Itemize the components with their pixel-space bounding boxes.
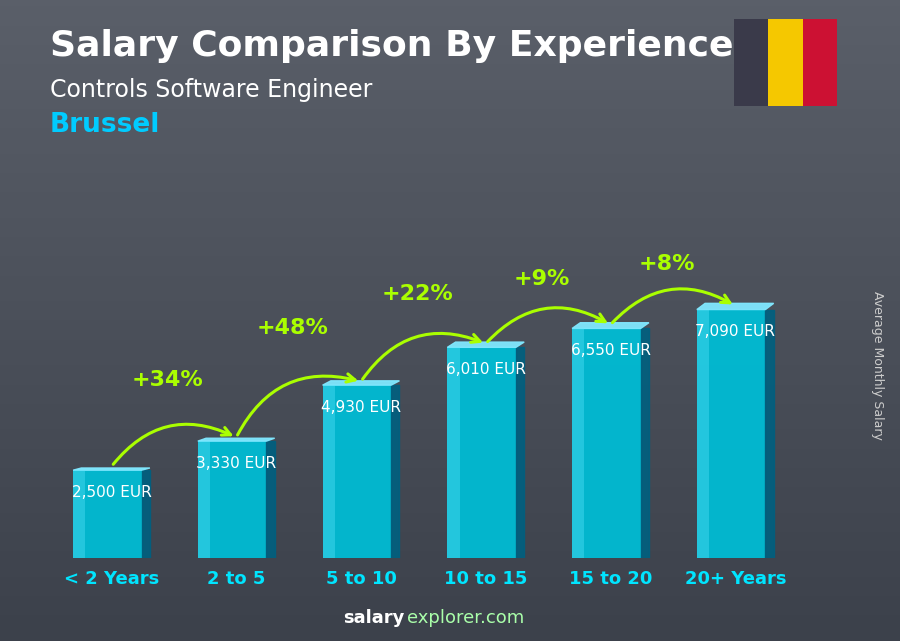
- Polygon shape: [73, 468, 150, 470]
- Polygon shape: [266, 441, 274, 558]
- Bar: [803, 19, 837, 106]
- Bar: [572, 328, 641, 558]
- Polygon shape: [322, 381, 400, 385]
- Polygon shape: [516, 347, 524, 558]
- Bar: [447, 347, 516, 558]
- Polygon shape: [392, 385, 400, 558]
- Text: 3,330 EUR: 3,330 EUR: [196, 456, 276, 471]
- Polygon shape: [697, 303, 774, 310]
- Text: Average Monthly Salary: Average Monthly Salary: [871, 291, 884, 440]
- Polygon shape: [641, 328, 649, 558]
- Text: < 2 Years: < 2 Years: [64, 570, 159, 588]
- Bar: [322, 385, 392, 558]
- Bar: [73, 470, 86, 558]
- Text: 20+ Years: 20+ Years: [685, 570, 786, 588]
- Text: 4,930 EUR: 4,930 EUR: [321, 400, 401, 415]
- Text: salary: salary: [344, 609, 405, 627]
- Text: +22%: +22%: [382, 284, 453, 304]
- Polygon shape: [766, 310, 774, 558]
- Bar: [734, 19, 768, 106]
- Bar: [198, 441, 211, 558]
- Text: 10 to 15: 10 to 15: [444, 570, 527, 588]
- Bar: [447, 347, 460, 558]
- Bar: [198, 441, 266, 558]
- Text: Brussel: Brussel: [50, 112, 160, 138]
- Bar: [73, 470, 141, 558]
- Bar: [572, 328, 584, 558]
- Text: 2 to 5: 2 to 5: [207, 570, 266, 588]
- Text: 7,090 EUR: 7,090 EUR: [696, 324, 775, 340]
- Text: +9%: +9%: [514, 269, 570, 288]
- Polygon shape: [447, 342, 524, 347]
- Text: 2,500 EUR: 2,500 EUR: [72, 485, 151, 500]
- Text: 5 to 10: 5 to 10: [326, 570, 396, 588]
- Polygon shape: [572, 322, 649, 328]
- Text: +34%: +34%: [131, 370, 203, 390]
- Text: +8%: +8%: [638, 254, 695, 274]
- Bar: [697, 310, 766, 558]
- Polygon shape: [198, 438, 274, 441]
- Text: Salary Comparison By Experience: Salary Comparison By Experience: [50, 29, 733, 63]
- Bar: [322, 385, 335, 558]
- Polygon shape: [141, 470, 150, 558]
- Text: Controls Software Engineer: Controls Software Engineer: [50, 78, 372, 102]
- Text: 6,550 EUR: 6,550 EUR: [571, 344, 651, 358]
- Text: 15 to 20: 15 to 20: [569, 570, 652, 588]
- Bar: [697, 310, 709, 558]
- Bar: [768, 19, 803, 106]
- Text: explorer.com: explorer.com: [407, 609, 524, 627]
- Text: 6,010 EUR: 6,010 EUR: [446, 362, 526, 377]
- Text: +48%: +48%: [256, 318, 328, 338]
